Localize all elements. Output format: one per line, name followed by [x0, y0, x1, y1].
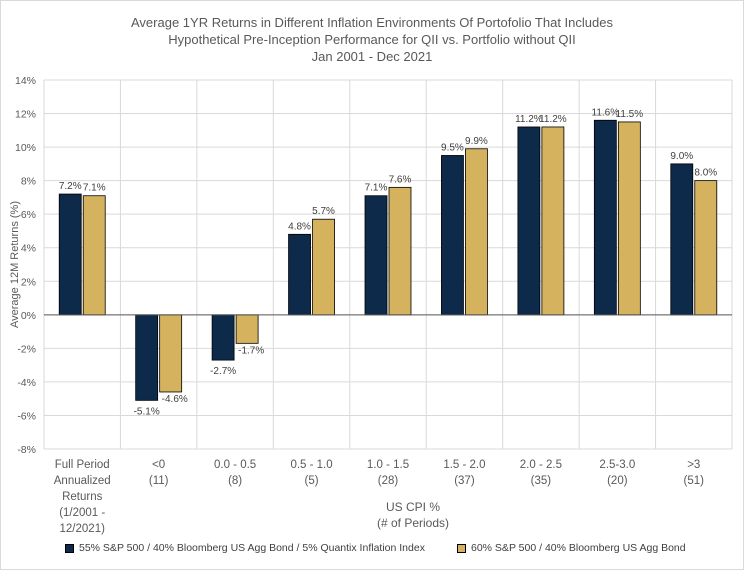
- bar-chart: 14% 12% 10% 8% 6% 4% 2% 0% -2% -4% -6% -8% 7.2% -5.1%…: [9, 75, 733, 535]
- bar-series-2: [694, 180, 718, 316]
- data-label: 9.5%: [441, 142, 464, 153]
- bar-series-1: [364, 195, 388, 316]
- bar-series-2: [312, 218, 335, 316]
- x-tick-label: (8): [228, 475, 242, 487]
- x-tick-label: 1.5 - 2.0: [443, 459, 485, 471]
- y-tick-label: -6%: [17, 410, 36, 422]
- data-label: 11.2%: [539, 114, 567, 125]
- y-axis-title: Average 12M Returns (%): [9, 201, 21, 328]
- bar-series-1: [517, 126, 541, 316]
- data-label: -2.7%: [210, 366, 236, 377]
- x-tick-label: (28): [378, 475, 399, 487]
- x-tick-label: >3: [687, 459, 700, 471]
- legend-item-series-2: 60% S&P 500 / 40% Bloomberg US Agg Bond: [457, 542, 686, 554]
- bar-series-2: [388, 186, 412, 316]
- x-tick-label: (5): [305, 475, 319, 487]
- data-label: 11.5%: [616, 109, 644, 120]
- y-tick-label: 4%: [21, 243, 36, 255]
- data-label: -5.1%: [134, 406, 160, 417]
- x-tick-label: (20): [607, 475, 628, 487]
- bar-series-2: [541, 126, 565, 316]
- data-label: 7.1%: [365, 183, 388, 194]
- x-tick-label: <0: [152, 459, 165, 471]
- data-label: 9.0%: [670, 151, 693, 162]
- x-tick-label: Returns: [62, 491, 103, 503]
- x-tick-label: 1.0 - 1.5: [367, 459, 409, 471]
- y-tick-label: -4%: [17, 377, 36, 389]
- y-tick-label: 6%: [21, 209, 36, 221]
- legend-item-series-1: 55% S&P 500 / 40% Bloomberg US Agg Bond …: [65, 542, 425, 554]
- legend-swatch-series-2: [457, 543, 466, 553]
- x-tick-label: 0.5 - 1.0: [290, 459, 332, 471]
- y-tick-label: 0%: [21, 310, 36, 322]
- y-tick-label: 12%: [15, 109, 36, 121]
- x-tick-label: (1/2001 -: [59, 507, 105, 519]
- y-tick-label: -2%: [17, 343, 36, 355]
- bar-series-1: [211, 314, 235, 361]
- data-label: 7.6%: [389, 174, 412, 185]
- data-label: 7.2%: [59, 181, 82, 192]
- data-label: 11.2%: [515, 114, 543, 125]
- x-tick-label: 0.0 - 0.5: [214, 459, 256, 471]
- x-tick-label: (35): [531, 475, 552, 487]
- x-tick-label: (37): [454, 475, 475, 487]
- data-label: 9.9%: [465, 136, 488, 147]
- data-label: -4.6%: [162, 394, 188, 405]
- bar-series-2: [617, 121, 641, 316]
- x-tick-label: 2.5-3.0: [599, 459, 635, 471]
- x-tick-label: Full Period: [55, 459, 110, 471]
- bar-series-1: [135, 314, 159, 401]
- bar-series-1: [288, 233, 311, 316]
- legend-label-series-1: 55% S&P 500 / 40% Bloomberg US Agg Bond …: [79, 542, 425, 554]
- x-tick-label: (11): [149, 475, 169, 487]
- x-axis-title: (# of Periods): [377, 516, 449, 530]
- bar-series-1: [441, 155, 464, 316]
- y-tick-label: 10%: [15, 142, 36, 154]
- chart-title-line-3: Jan 2001 - Dec 2021: [311, 49, 433, 64]
- data-label: -1.7%: [238, 345, 264, 356]
- x-tick-label: 12/2021): [60, 523, 106, 535]
- x-tick-label: Annualized: [54, 475, 111, 487]
- bar-series-1: [670, 163, 694, 316]
- data-label: 5.7%: [312, 206, 335, 217]
- data-label: 4.8%: [288, 221, 311, 232]
- x-axis-title: US CPI %: [386, 500, 440, 514]
- bar-series-2: [235, 314, 259, 344]
- data-label: 7.1%: [83, 183, 106, 194]
- legend-label-series-2: 60% S&P 500 / 40% Bloomberg US Agg Bond: [471, 542, 686, 554]
- bar-series-2: [159, 314, 183, 393]
- chart-title-line-1: Average 1YR Returns in Different Inflati…: [131, 15, 613, 30]
- bar-series-2: [82, 195, 106, 316]
- y-tick-label: 8%: [21, 176, 36, 188]
- y-tick-label: 14%: [15, 75, 36, 87]
- data-label: 11.6%: [592, 107, 620, 118]
- bar-series-2: [465, 148, 488, 316]
- x-tick-label: (51): [684, 475, 705, 487]
- y-tick-label: 2%: [21, 276, 36, 288]
- chart-title-line-2: Hypothetical Pre-Inception Performance f…: [168, 32, 576, 47]
- bar-series-1: [593, 119, 617, 316]
- bar-series-1: [58, 193, 82, 316]
- x-tick-label: 2.0 - 2.5: [520, 459, 562, 471]
- legend-swatch-series-1: [65, 543, 74, 553]
- y-tick-label: -8%: [17, 444, 36, 456]
- data-label: 8.0%: [694, 168, 717, 179]
